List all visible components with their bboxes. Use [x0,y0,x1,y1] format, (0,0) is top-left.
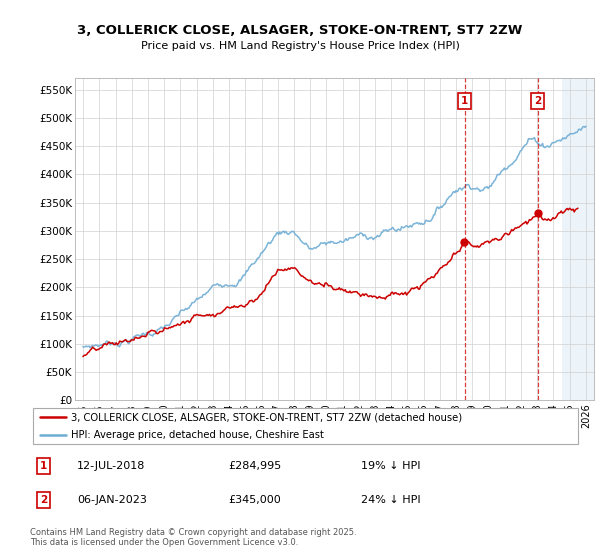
Text: 24% ↓ HPI: 24% ↓ HPI [361,495,421,505]
Text: HPI: Average price, detached house, Cheshire East: HPI: Average price, detached house, Ches… [71,430,324,440]
Text: 1: 1 [461,96,469,106]
Text: Price paid vs. HM Land Registry's House Price Index (HPI): Price paid vs. HM Land Registry's House … [140,41,460,51]
Text: 2: 2 [40,495,47,505]
Text: 3, COLLERICK CLOSE, ALSAGER, STOKE-ON-TRENT, ST7 2ZW (detached house): 3, COLLERICK CLOSE, ALSAGER, STOKE-ON-TR… [71,412,463,422]
Bar [562,78,594,400]
Text: 3, COLLERICK CLOSE, ALSAGER, STOKE-ON-TRENT, ST7 2ZW: 3, COLLERICK CLOSE, ALSAGER, STOKE-ON-TR… [77,24,523,38]
Text: 2: 2 [534,96,541,106]
Bar [562,78,594,400]
Text: £345,000: £345,000 [229,495,281,505]
Text: 12-JUL-2018: 12-JUL-2018 [77,461,145,471]
Text: Contains HM Land Registry data © Crown copyright and database right 2025.
This d: Contains HM Land Registry data © Crown c… [30,528,356,547]
Text: 1: 1 [40,461,47,471]
Text: £284,995: £284,995 [229,461,282,471]
FancyBboxPatch shape [33,408,578,444]
Text: 19% ↓ HPI: 19% ↓ HPI [361,461,421,471]
Text: 06-JAN-2023: 06-JAN-2023 [77,495,147,505]
